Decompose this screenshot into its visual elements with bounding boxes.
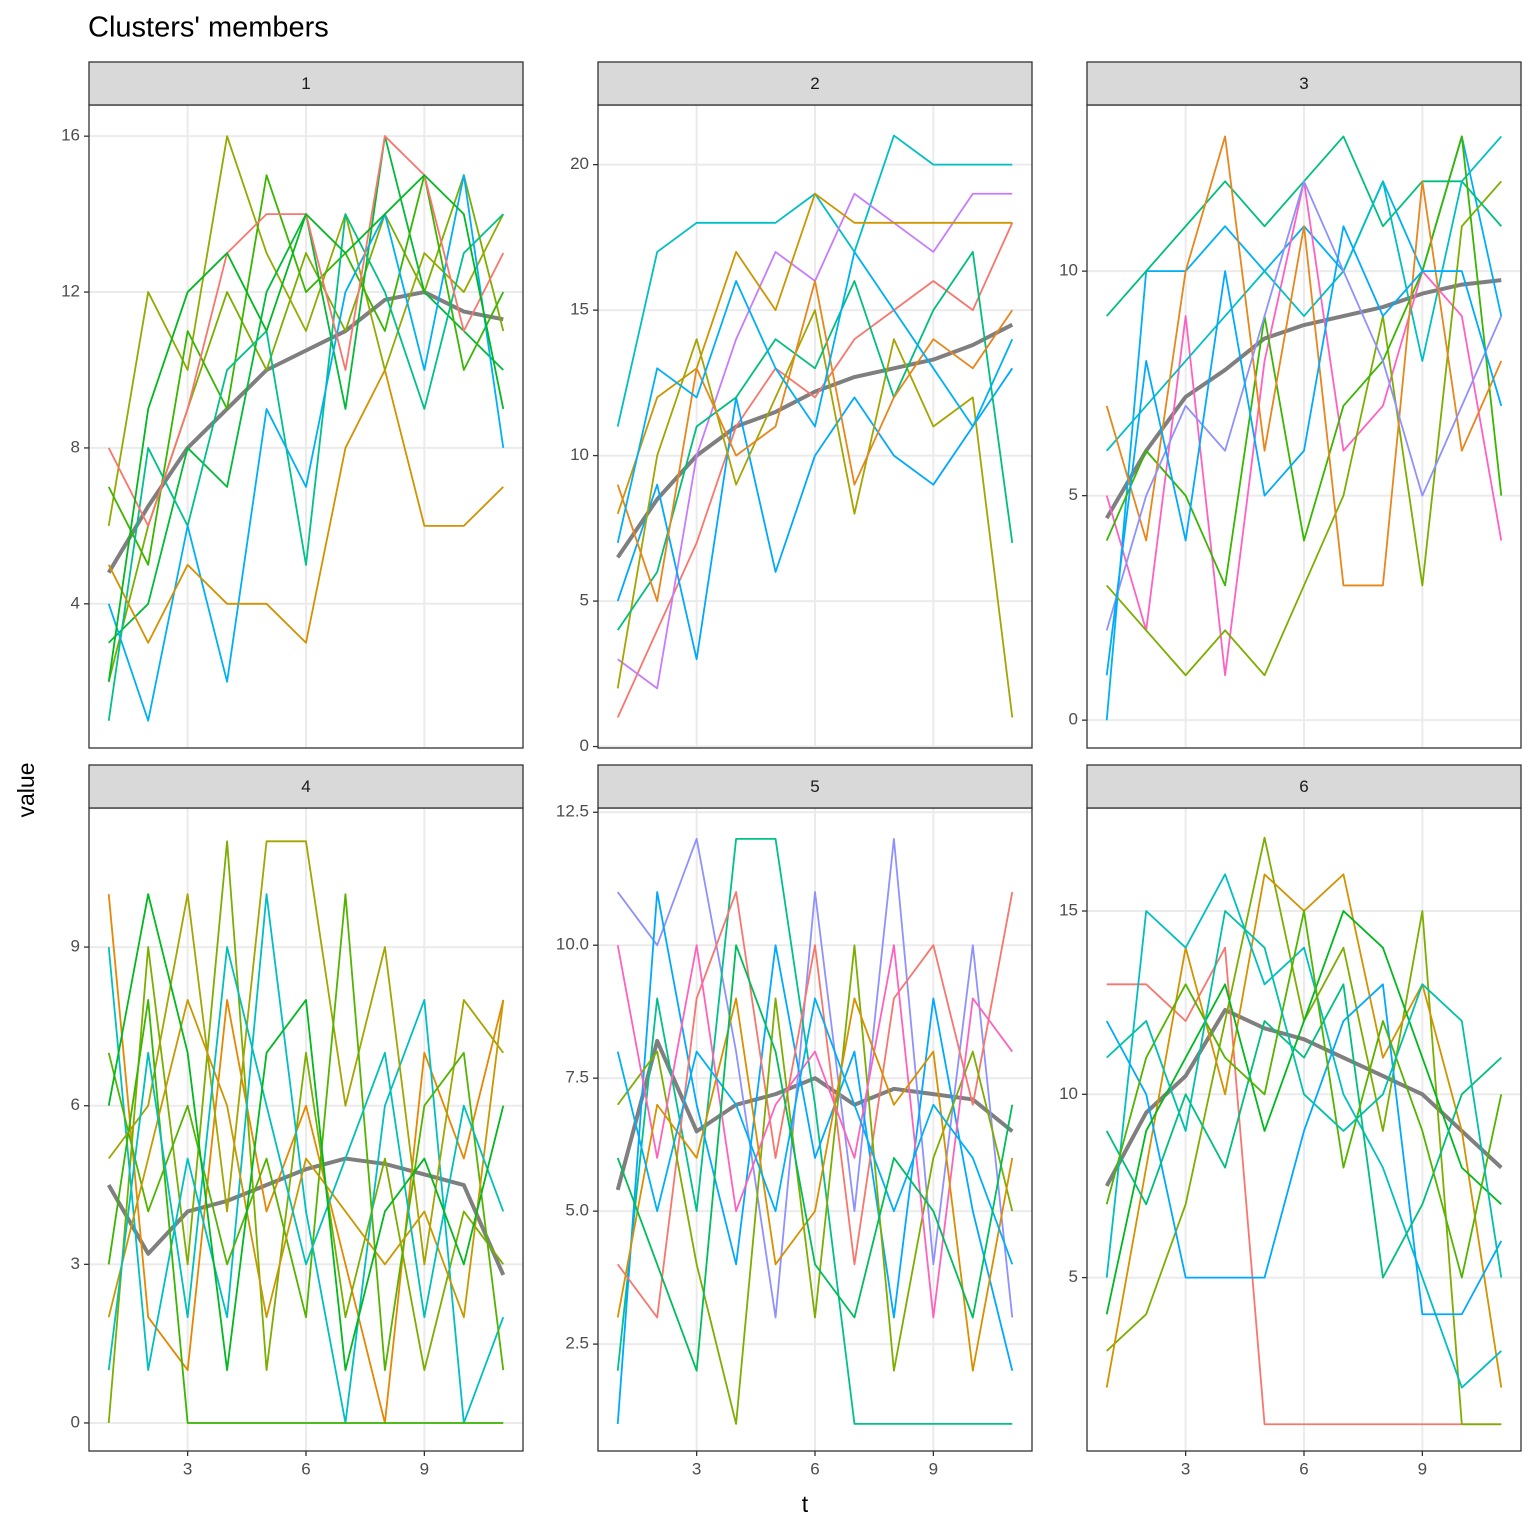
y-tick-label: 20 bbox=[570, 154, 589, 173]
x-tick-label: 6 bbox=[301, 1459, 310, 1478]
series-line bbox=[107, 174, 505, 682]
y-tick-label: 5 bbox=[580, 591, 589, 610]
y-tick-label: 8 bbox=[71, 437, 80, 456]
y-tick-label: 0 bbox=[71, 1412, 80, 1431]
series-line bbox=[107, 174, 505, 566]
series-line bbox=[1105, 983, 1502, 1279]
y-tick-label: 12 bbox=[61, 282, 80, 301]
series-line bbox=[616, 944, 1014, 1372]
y-tick-label: 9 bbox=[71, 937, 80, 956]
strip bbox=[1086, 61, 1522, 106]
strip bbox=[88, 764, 524, 809]
series-line bbox=[616, 309, 1014, 718]
plot-area bbox=[1104, 836, 1503, 1426]
strip-label: 4 bbox=[301, 777, 310, 796]
strip-label: 3 bbox=[1299, 74, 1308, 93]
y-tick-label: 12.5 bbox=[556, 802, 589, 821]
panel: 4 0 3 6 9 3 6 9 bbox=[71, 764, 524, 1478]
y-tick-label: 7.5 bbox=[565, 1068, 589, 1087]
y-axis-label: value bbox=[13, 763, 39, 818]
strip-label: 1 bbox=[301, 74, 310, 93]
strip-label: 6 bbox=[1299, 777, 1308, 796]
strip bbox=[88, 61, 524, 106]
panel: 5 2.5 5.0 7.5 10.0 12.5 3 6 9 bbox=[556, 764, 1033, 1478]
plot-area bbox=[615, 837, 1014, 1425]
strip-label: 5 bbox=[810, 777, 819, 796]
series-line bbox=[107, 369, 504, 644]
x-tick-label: 6 bbox=[1299, 1459, 1308, 1478]
series-line bbox=[1106, 135, 1502, 452]
series-line bbox=[616, 251, 1014, 544]
series-line bbox=[108, 840, 504, 1266]
series-line bbox=[107, 999, 504, 1424]
plot-area bbox=[106, 840, 506, 1424]
y-tick-label: 2.5 bbox=[565, 1334, 589, 1353]
series-line bbox=[1105, 910, 1503, 1279]
x-tick-label: 9 bbox=[1418, 1459, 1427, 1478]
series-line bbox=[107, 946, 505, 1371]
y-tick-label: 10.0 bbox=[556, 935, 589, 954]
y-tick-label: 6 bbox=[71, 1095, 80, 1114]
plot-area bbox=[1105, 135, 1503, 721]
series-line bbox=[616, 997, 1014, 1372]
plot-area bbox=[616, 134, 1014, 718]
series-line bbox=[1105, 180, 1503, 631]
x-tick-label: 9 bbox=[420, 1459, 429, 1478]
y-tick-label: 3 bbox=[71, 1254, 80, 1273]
y-tick-label: 5 bbox=[1069, 1267, 1078, 1286]
strip bbox=[1086, 764, 1522, 809]
series-line bbox=[616, 280, 1014, 602]
series-line bbox=[1106, 910, 1503, 1278]
panel: 6 5 10 15 3 6 9 bbox=[1059, 764, 1522, 1478]
series-line bbox=[107, 893, 505, 1371]
x-tick-label: 3 bbox=[183, 1459, 192, 1478]
series-line bbox=[616, 367, 1014, 661]
series-line bbox=[1104, 1007, 1503, 1187]
strip-label: 2 bbox=[810, 74, 819, 93]
x-tick-label: 3 bbox=[692, 1459, 701, 1478]
strip bbox=[597, 61, 1033, 106]
series-line bbox=[1105, 983, 1503, 1316]
y-tick-label: 15 bbox=[1059, 900, 1078, 919]
plot-area bbox=[107, 135, 505, 722]
series-line bbox=[616, 891, 1014, 1424]
series-line bbox=[107, 893, 505, 1371]
y-tick-label: 16 bbox=[61, 126, 80, 145]
series-line bbox=[107, 840, 504, 1424]
x-axis-label: t bbox=[802, 1491, 809, 1517]
series-line bbox=[107, 135, 505, 527]
x-tick-label: 3 bbox=[1181, 1459, 1190, 1478]
y-tick-label: 0 bbox=[580, 736, 589, 755]
y-tick-label: 0 bbox=[1069, 710, 1078, 729]
panel: 1 4 8 12 16 bbox=[61, 61, 524, 749]
series-line bbox=[616, 997, 1014, 1265]
y-tick-label: 10 bbox=[1059, 261, 1078, 280]
y-tick-label: 10 bbox=[1059, 1084, 1078, 1103]
series-line bbox=[1105, 910, 1502, 1315]
panel: 3 0 5 10 bbox=[1059, 61, 1522, 749]
y-tick-label: 5 bbox=[1069, 485, 1078, 504]
series-line bbox=[616, 944, 1013, 1319]
y-tick-label: 10 bbox=[570, 445, 589, 464]
series-line bbox=[107, 213, 504, 721]
series-line bbox=[1105, 225, 1503, 676]
strip bbox=[597, 764, 1033, 809]
y-tick-label: 15 bbox=[570, 300, 589, 319]
series-line bbox=[616, 251, 1014, 631]
chart-title: Clusters' members bbox=[88, 12, 329, 44]
y-tick-label: 4 bbox=[71, 593, 80, 612]
series-line bbox=[107, 290, 504, 574]
x-tick-label: 9 bbox=[929, 1459, 938, 1478]
x-tick-label: 6 bbox=[810, 1459, 819, 1478]
series-line bbox=[616, 322, 1014, 559]
y-tick-label: 5.0 bbox=[565, 1201, 589, 1220]
